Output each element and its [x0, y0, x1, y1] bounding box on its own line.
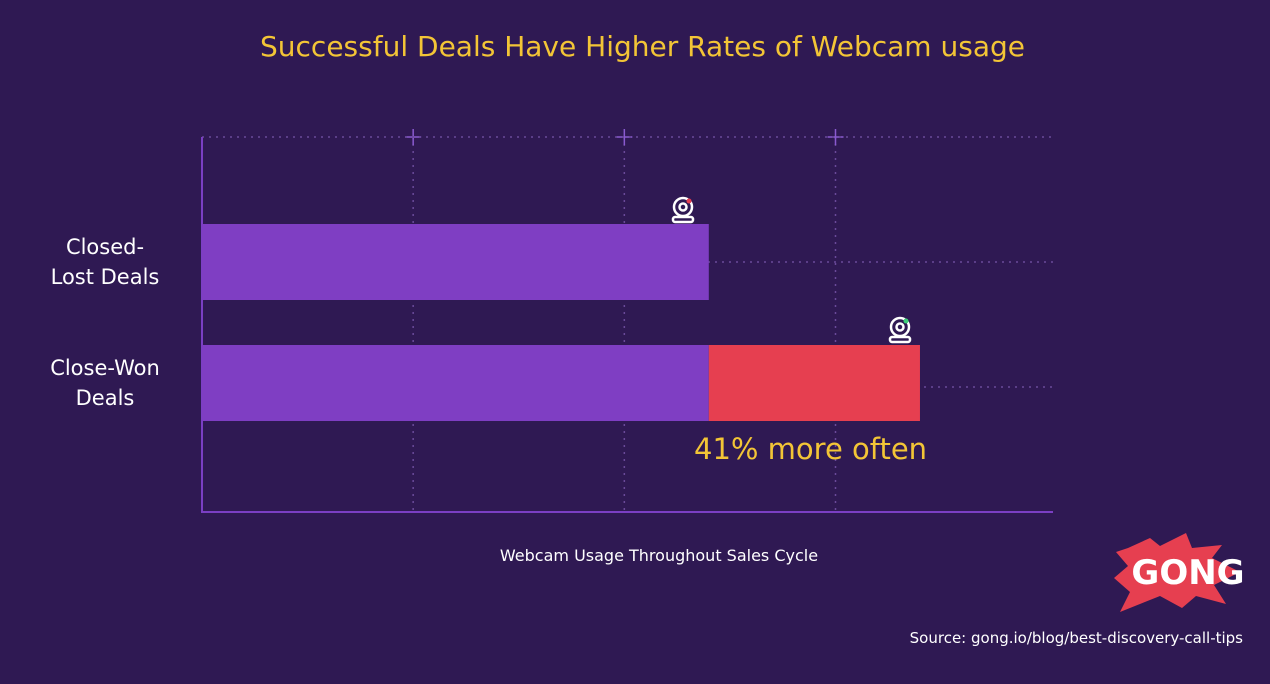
bar	[708, 345, 920, 421]
source: Source: gong.io/blog/best-discovery-call…	[909, 629, 1243, 647]
webcam-icons	[671, 196, 912, 344]
webcam-icon	[888, 316, 912, 344]
bar	[202, 345, 709, 421]
x-axis-label: Webcam Usage Throughout Sales Cycle	[499, 546, 819, 565]
chart-title: Successful Deals Have Higher Rates of We…	[260, 30, 1025, 63]
annotation: 41% more often	[694, 432, 928, 466]
category-label: Close-Won Deals	[50, 356, 160, 410]
category-label: Closed-Lost Deals	[50, 235, 160, 289]
logo: GONG	[1131, 553, 1244, 593]
logo-burst	[1114, 533, 1240, 612]
bar	[202, 224, 709, 300]
row-guides	[202, 136, 1053, 388]
grid-cross	[827, 129, 844, 145]
webcam-icon	[671, 196, 695, 224]
